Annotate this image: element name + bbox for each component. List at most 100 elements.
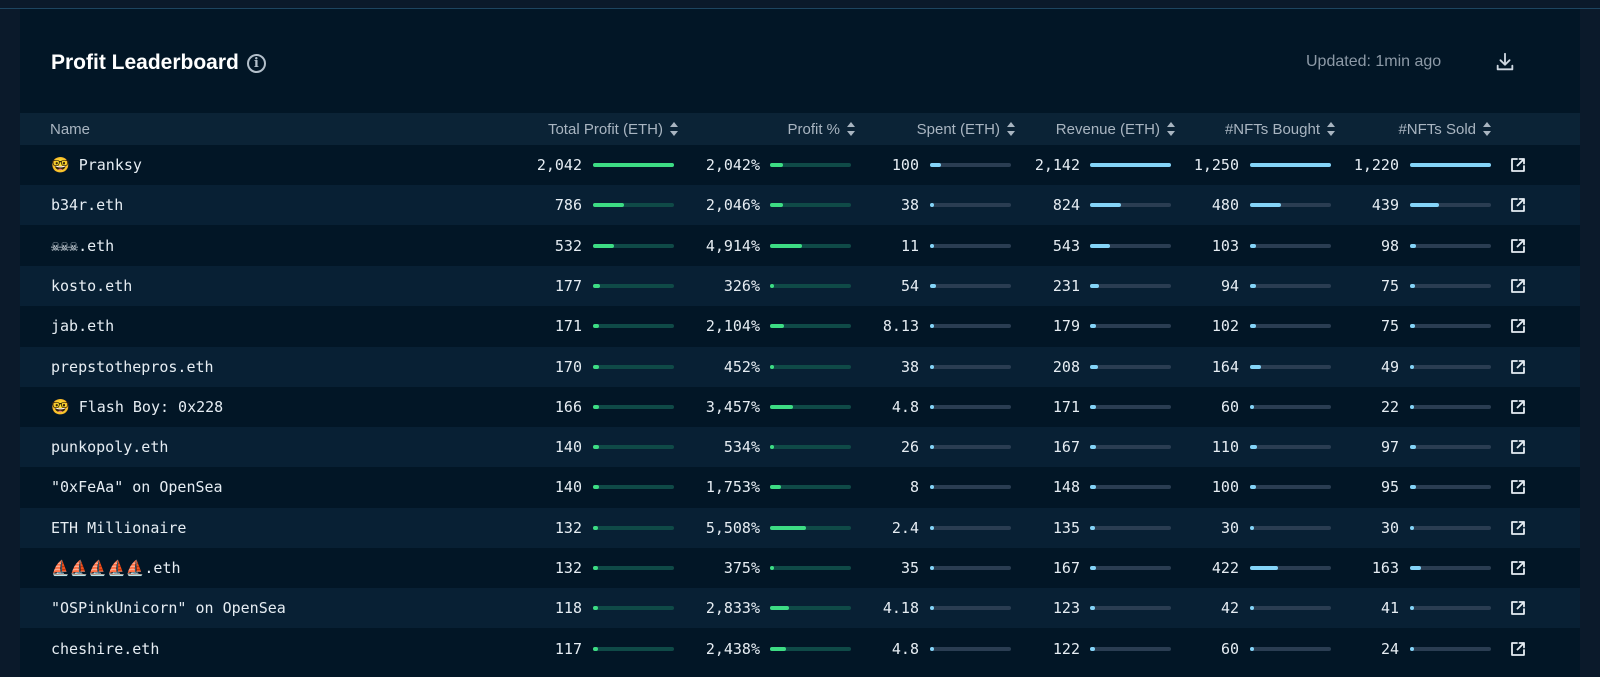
external-link-icon[interactable]: [1510, 157, 1526, 173]
table-row[interactable]: ☠☠☠.eth 532 4,914% 11 543 103 98: [20, 225, 1580, 266]
revenue-bar: [1090, 485, 1171, 490]
nfts-sold-bar-fill: [1410, 324, 1415, 329]
column-header-revenue[interactable]: Revenue (ETH): [1020, 113, 1176, 145]
sort-icon: [1167, 122, 1175, 136]
table-row[interactable]: jab.eth 171 2,104% 8.13 179 102 75: [20, 306, 1580, 347]
revenue-bar-fill: [1090, 404, 1097, 409]
nfts-sold-value: 98: [1380, 236, 1399, 255]
profit-pct-bar: [770, 566, 851, 570]
table-row[interactable]: ETH Millionaire 132 5,508% 2.4 135 30 30: [20, 507, 1580, 548]
nfts-sold-value: 163: [1371, 559, 1399, 577]
total-profit-value: 140: [554, 478, 582, 497]
wallet-name[interactable]: ⛵⛵⛵⛵⛵.eth: [51, 559, 181, 577]
revenue-bar: [1090, 606, 1171, 611]
revenue-bar: [1090, 283, 1171, 288]
wallet-name[interactable]: b34r.eth: [51, 196, 124, 215]
external-link-icon[interactable]: [1510, 641, 1526, 657]
wallet-name[interactable]: ☠☠☠.eth: [51, 236, 115, 255]
nfts-bought-bar: [1250, 203, 1331, 208]
spent-bar-fill: [930, 606, 935, 611]
wallet-name[interactable]: prepstothepros.eth: [51, 357, 214, 376]
revenue-bar-fill: [1090, 163, 1171, 167]
table-row[interactable]: cheshire.eth 117 2,438% 4.8 122 60 24: [20, 628, 1580, 669]
total-profit-value: 171: [554, 317, 582, 336]
spent-bar: [930, 485, 1011, 490]
spent-bar: [930, 525, 1011, 530]
wallet-name[interactable]: kosto.eth: [51, 276, 133, 295]
wallet-name[interactable]: ETH Millionaire: [51, 518, 187, 537]
profit-pct-bar-fill: [770, 404, 793, 409]
external-link-icon[interactable]: [1510, 278, 1526, 294]
wallet-name[interactable]: 🤓 Pranksy: [51, 156, 142, 174]
nfts-sold-bar: [1410, 404, 1491, 409]
nfts-sold-bar-fill: [1410, 606, 1415, 611]
nfts-bought-value: 164: [1211, 357, 1239, 376]
download-icon[interactable]: [1494, 51, 1516, 73]
revenue-bar: [1090, 324, 1171, 329]
external-link-icon[interactable]: [1510, 359, 1526, 375]
nfts-sold-value: 95: [1380, 478, 1399, 497]
nfts-sold-bar-fill: [1410, 283, 1415, 288]
revenue-value: 824: [1052, 196, 1080, 215]
total-profit-bar-fill: [593, 364, 600, 369]
info-icon[interactable]: i: [246, 53, 266, 73]
table-row[interactable]: "0xFeAa" on OpenSea 140 1,753% 8 148 100 95: [20, 467, 1580, 508]
column-header-total-profit[interactable]: Total Profit (ETH): [460, 113, 679, 145]
table-row[interactable]: prepstothepros.eth 170 452% 38 208 164 49: [20, 346, 1580, 387]
table-row[interactable]: b34r.eth 786 2,046% 38 824 480 439: [20, 185, 1580, 226]
nfts-sold-bar-fill: [1410, 525, 1415, 530]
column-header-name[interactable]: Name: [50, 120, 91, 138]
external-link-icon[interactable]: [1510, 399, 1526, 415]
table-row[interactable]: punkopoly.eth 140 534% 26 167 110 97: [20, 427, 1580, 468]
external-link-icon[interactable]: [1510, 238, 1526, 254]
profit-pct-value: 1,753%: [705, 478, 760, 497]
nfts-bought-value: 422: [1211, 559, 1239, 577]
total-profit-bar: [593, 646, 674, 651]
spent-value: 4.18: [882, 599, 919, 618]
spent-bar: [930, 324, 1011, 329]
nfts-bought-bar: [1250, 485, 1331, 490]
nfts-sold-bar-fill: [1410, 203, 1440, 208]
wallet-name[interactable]: "0xFeAa" on OpenSea: [51, 478, 223, 497]
external-link-icon[interactable]: [1510, 439, 1526, 455]
spent-bar-fill: [930, 445, 935, 450]
external-link-icon[interactable]: [1510, 318, 1526, 334]
total-profit-bar-fill: [593, 163, 674, 167]
table-row[interactable]: ⛵⛵⛵⛵⛵.eth 132 375% 35 167 422 163: [20, 548, 1580, 588]
wallet-name[interactable]: punkopoly.eth: [51, 438, 169, 457]
nfts-bought-bar: [1250, 404, 1331, 409]
table-row[interactable]: 🤓 Pranksy 2,042 2,042% 100 2,142 1,250 1,220: [20, 145, 1580, 185]
external-link-icon[interactable]: [1510, 520, 1526, 536]
revenue-bar: [1090, 445, 1171, 450]
revenue-bar: [1090, 364, 1171, 369]
nfts-sold-bar: [1410, 606, 1491, 611]
nfts-sold-bar-fill: [1410, 364, 1415, 369]
spent-bar: [930, 203, 1011, 208]
nfts-bought-bar-fill: [1250, 243, 1257, 248]
table-row[interactable]: kosto.eth 177 326% 54 231 94 75: [20, 265, 1580, 306]
external-link-icon[interactable]: [1510, 479, 1526, 495]
table-row[interactable]: 🤓 Flash Boy: 0x228 166 3,457% 4.8 171 60 22: [20, 386, 1580, 427]
external-link-icon[interactable]: [1510, 560, 1526, 576]
revenue-bar: [1090, 163, 1171, 167]
external-link-icon[interactable]: [1510, 197, 1526, 213]
column-header-profit-pct[interactable]: Profit %: [720, 113, 856, 145]
wallet-name[interactable]: jab.eth: [51, 317, 115, 336]
nfts-sold-value: 75: [1380, 317, 1399, 336]
nfts-sold-bar: [1410, 566, 1491, 570]
revenue-bar: [1090, 566, 1171, 570]
wallet-name[interactable]: 🤓 Flash Boy: 0x228: [51, 397, 224, 416]
column-header-spent[interactable]: Spent (ETH): [880, 113, 1016, 145]
column-header-nfts-bought[interactable]: #NFTs Bought: [1190, 113, 1336, 145]
wallet-name[interactable]: "OSPinkUnicorn" on OpenSea: [51, 599, 286, 618]
column-header-nfts-sold[interactable]: #NFTs Sold: [1350, 113, 1492, 145]
external-link-icon[interactable]: [1510, 600, 1526, 616]
table-row[interactable]: "OSPinkUnicorn" on OpenSea 118 2,833% 4.18 1…: [20, 588, 1580, 629]
nfts-sold-bar: [1410, 203, 1491, 208]
total-profit-bar: [593, 445, 674, 450]
nfts-bought-bar-fill: [1250, 404, 1255, 409]
nfts-sold-value: 41: [1380, 599, 1399, 618]
wallet-name[interactable]: cheshire.eth: [51, 639, 160, 658]
nfts-bought-value: 42: [1220, 599, 1239, 618]
nfts-sold-bar: [1410, 646, 1491, 651]
